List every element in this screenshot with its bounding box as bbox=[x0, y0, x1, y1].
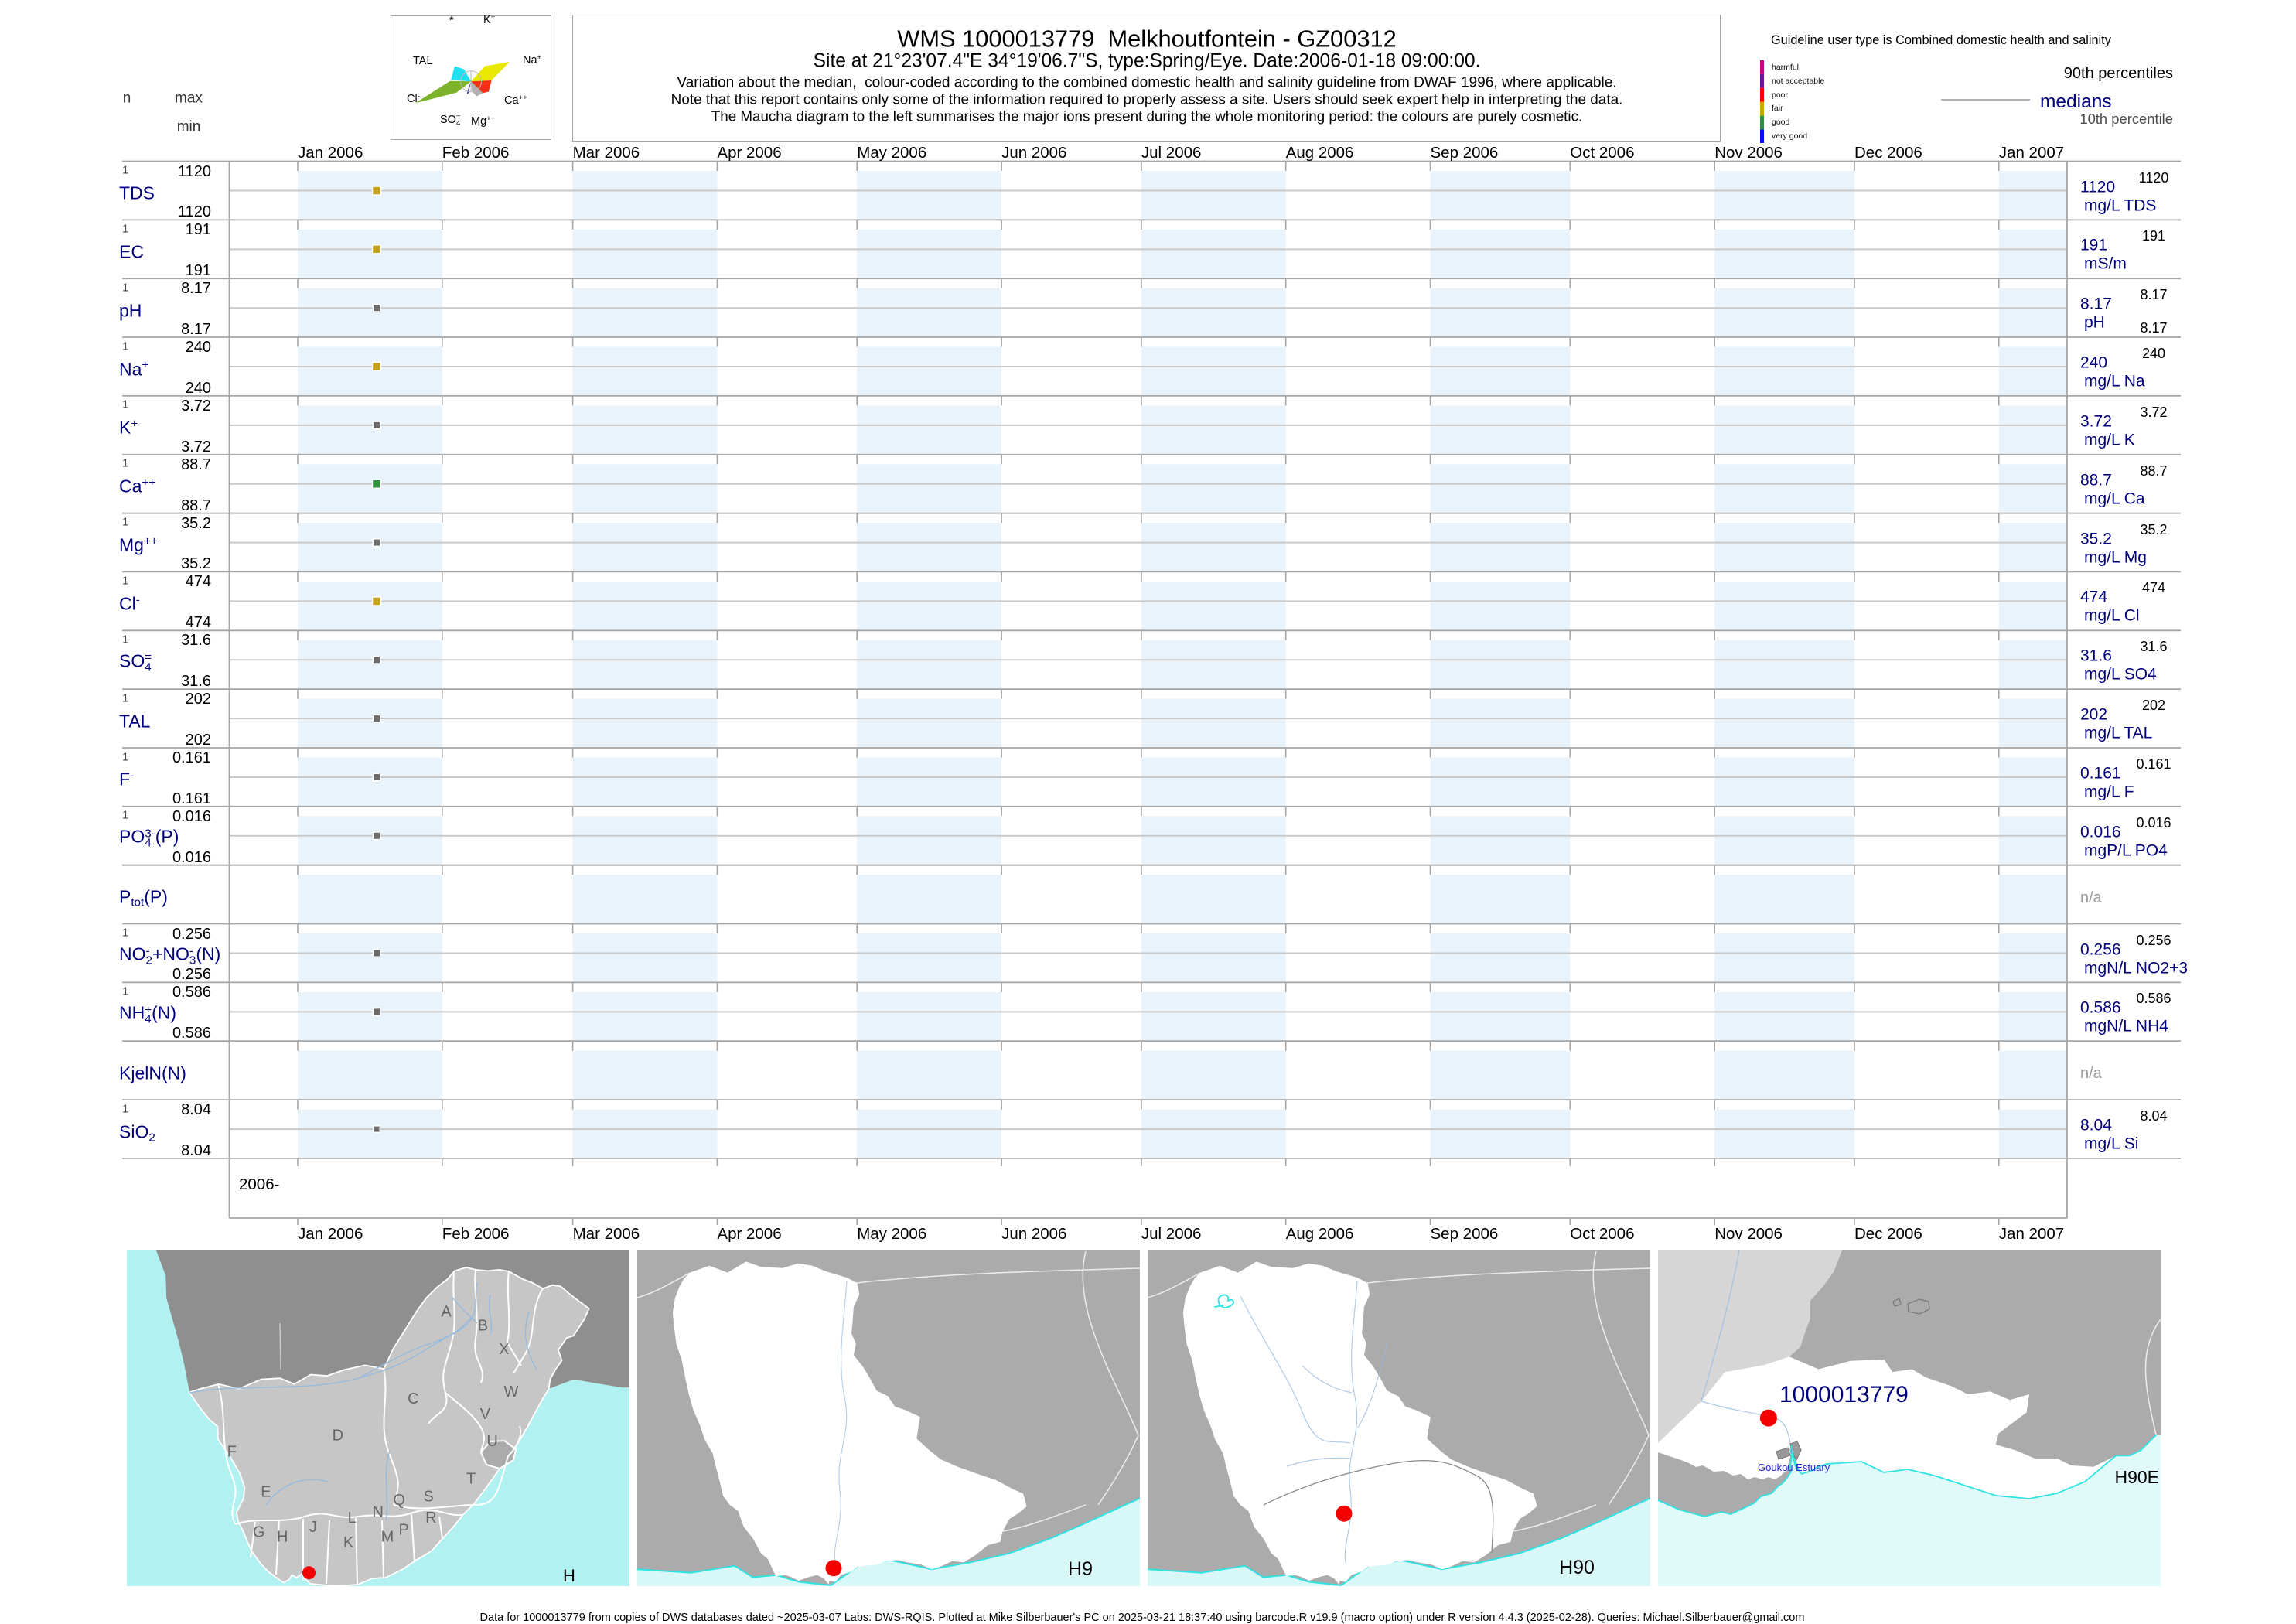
svg-text:C: C bbox=[408, 1390, 419, 1407]
svg-text:R: R bbox=[425, 1510, 436, 1527]
svg-text:K: K bbox=[343, 1534, 354, 1551]
svg-text:F: F bbox=[227, 1444, 237, 1461]
svg-text:P: P bbox=[399, 1521, 409, 1538]
svg-text:X: X bbox=[500, 1341, 510, 1358]
svg-text:H: H bbox=[277, 1528, 288, 1545]
svg-text:U: U bbox=[487, 1433, 498, 1450]
svg-text:H90: H90 bbox=[1559, 1557, 1595, 1578]
svg-text:M: M bbox=[381, 1528, 394, 1545]
svg-text:L: L bbox=[348, 1510, 357, 1527]
svg-text:H90E: H90E bbox=[2115, 1467, 2160, 1487]
svg-text:H9: H9 bbox=[1068, 1558, 1093, 1580]
svg-text:G: G bbox=[253, 1523, 265, 1540]
svg-text:S: S bbox=[424, 1489, 434, 1506]
svg-text:W: W bbox=[504, 1383, 519, 1401]
svg-text:A: A bbox=[442, 1303, 452, 1320]
svg-text:H: H bbox=[563, 1566, 575, 1585]
svg-text:J: J bbox=[309, 1519, 317, 1536]
svg-text:D: D bbox=[333, 1427, 343, 1444]
svg-text:1000013779: 1000013779 bbox=[1779, 1382, 1909, 1407]
svg-text:T: T bbox=[466, 1471, 476, 1488]
svg-text:V: V bbox=[480, 1406, 491, 1423]
svg-text:B: B bbox=[478, 1318, 488, 1335]
svg-text:N: N bbox=[373, 1503, 384, 1520]
svg-text:Goukou Estuary: Goukou Estuary bbox=[1758, 1462, 1830, 1473]
svg-text:E: E bbox=[261, 1484, 271, 1501]
svg-text:Q: Q bbox=[394, 1492, 406, 1509]
